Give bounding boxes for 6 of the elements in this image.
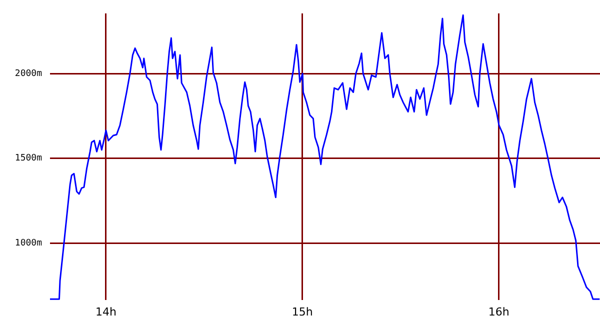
y-tick-label: 2000m [14,68,42,79]
x-tick-label: 14h [96,305,116,318]
x-tick-label: 16h [488,305,510,318]
x-tick-label: 15h [292,305,313,318]
y-tick-label: 1500m [14,154,42,164]
y-tick-label: 1000m [14,238,42,249]
